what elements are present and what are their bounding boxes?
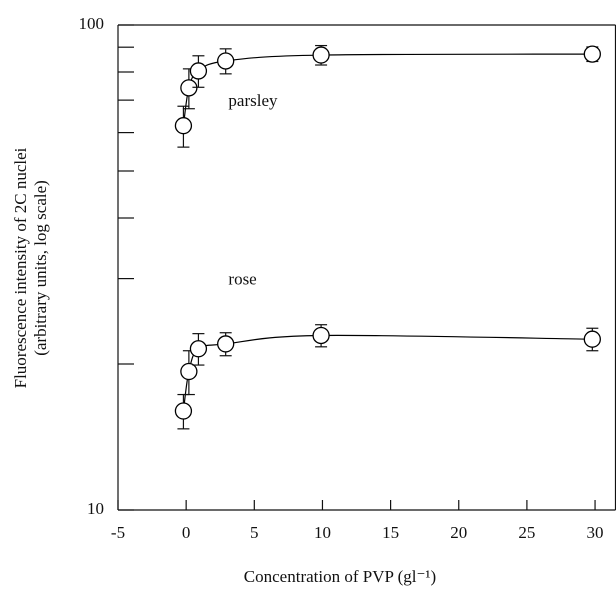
fit-curve <box>182 53 593 126</box>
data-point <box>189 340 208 358</box>
data-point <box>180 362 198 381</box>
data-point <box>312 326 330 345</box>
y-tick-label: 10 <box>87 499 104 518</box>
data-point <box>189 62 208 80</box>
data-point <box>174 117 193 135</box>
x-tick-label: 15 <box>382 523 399 542</box>
fit-curve <box>182 334 593 412</box>
x-tick-label: 0 <box>182 523 191 542</box>
data-point <box>217 52 235 70</box>
data-point <box>583 330 601 348</box>
data-point <box>583 45 601 63</box>
series-label: rose <box>228 269 256 288</box>
y-tick-label: 100 <box>79 14 105 33</box>
x-tick-label: 5 <box>250 523 259 542</box>
data-point <box>174 402 193 420</box>
data-point <box>312 46 330 64</box>
x-tick-label: 25 <box>518 523 535 542</box>
series-label: parsley <box>228 91 278 110</box>
data-point <box>217 335 235 353</box>
x-tick-label: -5 <box>111 523 125 542</box>
y-axis-label: Fluorescence intensity of 2C nuclei <box>11 147 30 388</box>
y-axis-label: (arbitrary units, log scale) <box>31 180 50 356</box>
x-axis-label: Concentration of PVP (gl⁻¹) <box>244 567 436 586</box>
x-tick-label: 10 <box>314 523 331 542</box>
x-tick-label: 20 <box>450 523 467 542</box>
x-tick-label: 30 <box>587 523 604 542</box>
